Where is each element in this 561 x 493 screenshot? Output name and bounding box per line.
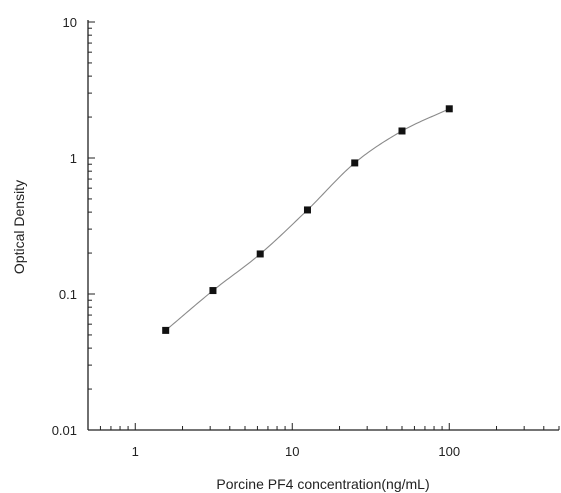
fit-curve-group (165, 108, 450, 331)
data-point (303, 206, 311, 214)
x-tick-label: 100 (438, 444, 460, 459)
x-tick-label: 1 (132, 444, 139, 459)
y-tick-label: 1 (70, 151, 77, 166)
data-point (162, 326, 170, 334)
y-tick-label: 10 (63, 15, 77, 30)
data-points (162, 105, 453, 334)
data-point (351, 159, 359, 167)
fit-curve (165, 108, 450, 331)
x-tick-label: 10 (285, 444, 299, 459)
axes (87, 20, 559, 431)
data-point (398, 127, 406, 135)
data-point (256, 250, 264, 258)
y-tick-label: 0.1 (59, 287, 77, 302)
x-axis-title: Porcine PF4 concentration(ng/mL) (216, 476, 429, 492)
ticks: 1 10 100 0.01 0.1 1 10 (52, 15, 560, 459)
data-point (445, 105, 453, 113)
y-axis-title: Optical Density (11, 180, 27, 274)
data-point (209, 287, 217, 295)
y-tick-label: 0.01 (52, 423, 77, 438)
